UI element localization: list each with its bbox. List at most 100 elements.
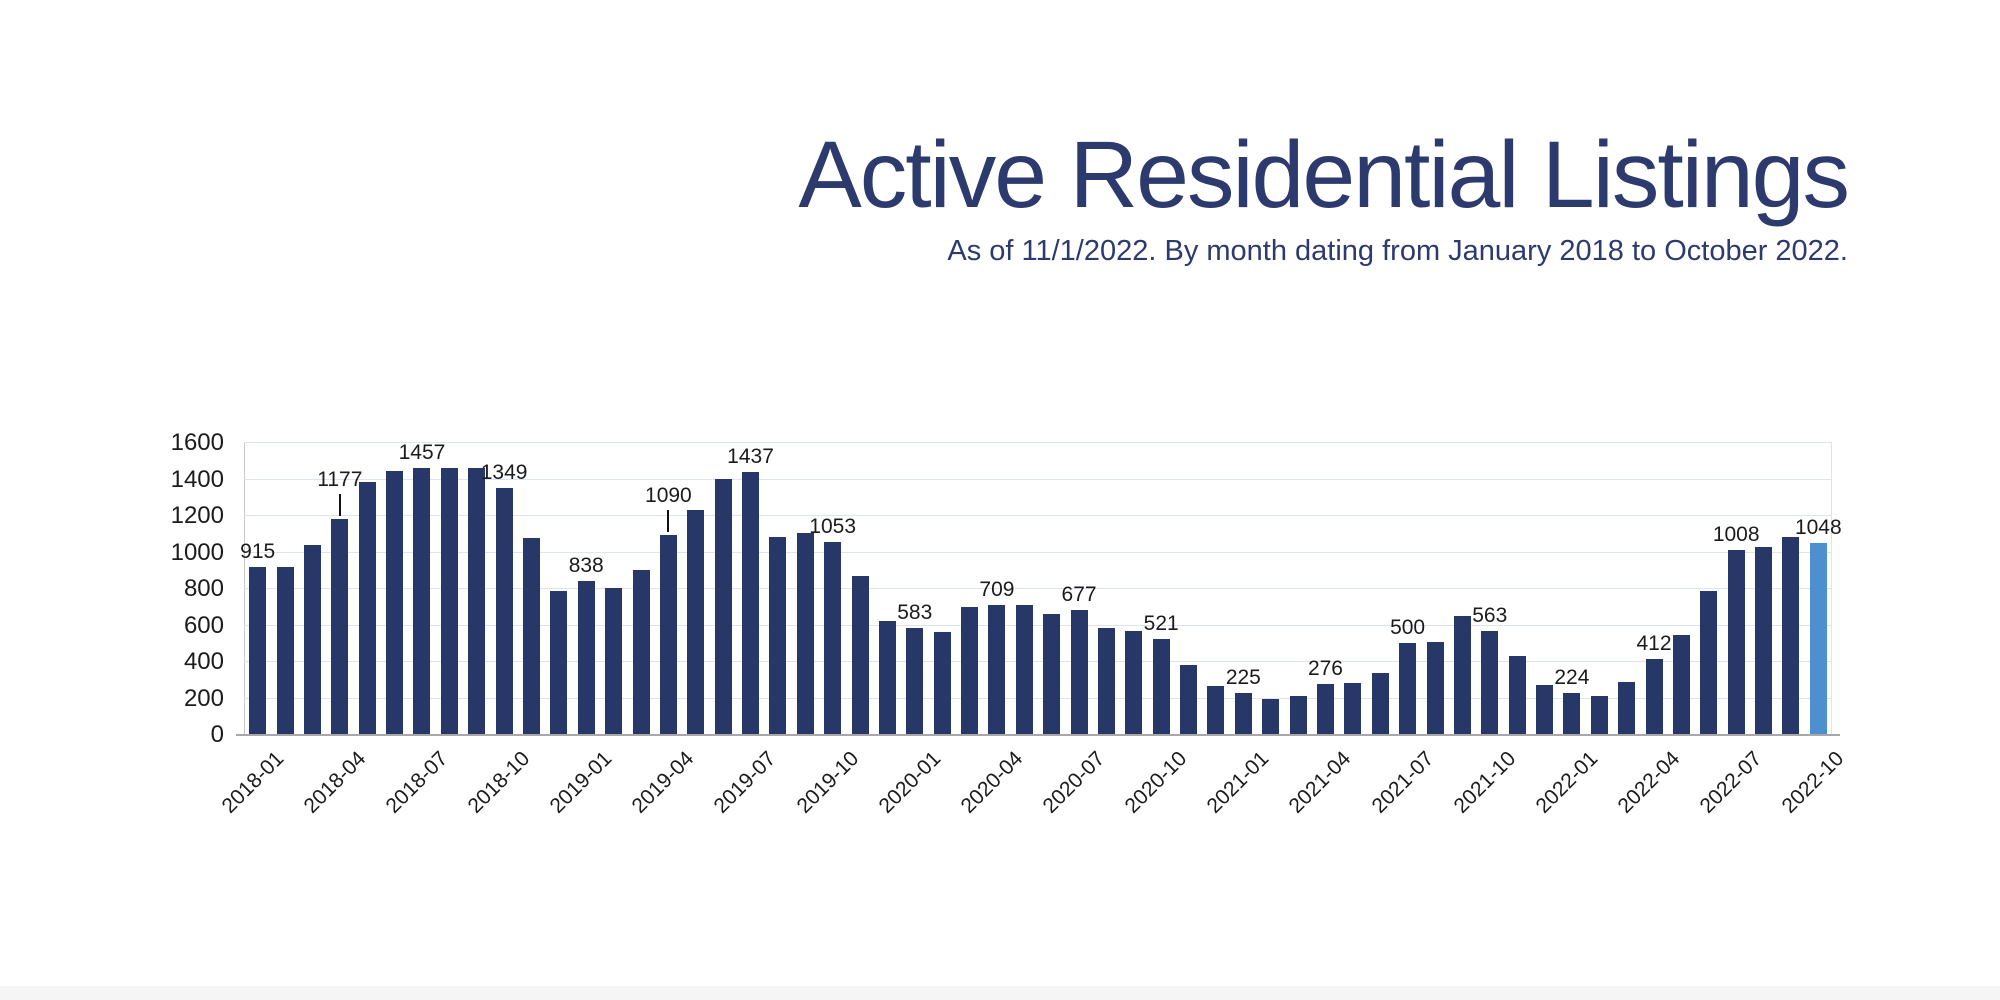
bar-value-label: 276 bbox=[1307, 657, 1343, 680]
bar-2019-05 bbox=[687, 510, 705, 734]
bar-value-label: 1349 bbox=[480, 461, 528, 484]
x-tick-label: 2019-01 bbox=[545, 747, 617, 818]
y-tick-label: 1400 bbox=[170, 465, 224, 493]
gridline bbox=[244, 442, 1832, 443]
y-tick-label: 0 bbox=[210, 721, 224, 748]
bar-2018-11 bbox=[522, 538, 540, 734]
x-tick-label: 2022-10 bbox=[1777, 747, 1849, 818]
bar-2019-04 bbox=[659, 535, 677, 734]
gridline bbox=[244, 551, 1832, 553]
bar-value-label: 1177 bbox=[317, 468, 363, 491]
bar-2019-10 bbox=[824, 542, 842, 734]
y-tick-label: 1000 bbox=[170, 538, 224, 566]
bar-2018-06 bbox=[386, 471, 404, 734]
x-tick-label: 2020-01 bbox=[874, 747, 946, 818]
x-tick-label: 2021-04 bbox=[1284, 747, 1356, 818]
bar-2022-05 bbox=[1672, 635, 1690, 734]
bar-2022-06 bbox=[1700, 591, 1718, 734]
plot-right-border bbox=[1831, 443, 1832, 735]
x-tick-label: 2021-07 bbox=[1367, 747, 1438, 818]
bar-2022-04 bbox=[1645, 659, 1663, 734]
x-tick-label: 2019-10 bbox=[792, 747, 863, 818]
x-tick-label: 2021-01 bbox=[1202, 747, 1274, 818]
bar-2021-09 bbox=[1453, 616, 1471, 734]
y-tick-label: 1200 bbox=[170, 502, 224, 529]
bar-value-label: 1090 bbox=[645, 484, 692, 507]
bar-2021-01 bbox=[1234, 693, 1252, 734]
y-tick-label: 1600 bbox=[170, 429, 224, 456]
bar-2021-10 bbox=[1481, 631, 1499, 734]
bar-2021-04 bbox=[1316, 684, 1334, 734]
x-tick-label: 2018-01 bbox=[217, 747, 288, 818]
bar-2022-07 bbox=[1727, 550, 1745, 734]
bar-value-label: 1048 bbox=[1794, 516, 1842, 539]
bar-value-label: 224 bbox=[1554, 666, 1590, 689]
bar-2018-10 bbox=[495, 488, 513, 734]
bar-value-label: 709 bbox=[979, 578, 1015, 601]
bar-2022-10 bbox=[1809, 543, 1827, 734]
x-tick-label: 2020-10 bbox=[1120, 747, 1192, 818]
x-tick-label: 2020-07 bbox=[1038, 747, 1110, 818]
x-tick-label: 2022-01 bbox=[1531, 747, 1603, 818]
bar-2019-08 bbox=[769, 537, 787, 734]
gridline bbox=[244, 515, 1832, 516]
bar-2019-06 bbox=[714, 479, 732, 734]
bar-2018-12 bbox=[550, 591, 568, 734]
y-tick-label: 200 bbox=[183, 684, 224, 712]
bar-2019-03 bbox=[632, 570, 650, 734]
bar-value-label: 521 bbox=[1143, 612, 1179, 635]
bar-2021-08 bbox=[1426, 642, 1444, 734]
x-tick-label: 2018-10 bbox=[463, 747, 535, 818]
bar-2019-09 bbox=[796, 533, 814, 734]
bar-2020-02 bbox=[933, 632, 951, 734]
gridline bbox=[244, 478, 1832, 480]
label-leader-line bbox=[338, 494, 341, 516]
bar-2018-04 bbox=[331, 519, 349, 734]
bar-2021-05 bbox=[1344, 683, 1362, 734]
bar-2019-11 bbox=[851, 576, 869, 734]
chart-subtitle: As of 11/1/2022. By month dating from Ja… bbox=[947, 235, 1848, 267]
y-tick-label: 600 bbox=[183, 611, 224, 639]
bar-2022-02 bbox=[1590, 696, 1608, 734]
bar-2020-08 bbox=[1097, 628, 1115, 734]
bar-value-label: 915 bbox=[240, 540, 276, 563]
gridline bbox=[244, 624, 1832, 626]
bar-value-label: 412 bbox=[1636, 632, 1672, 655]
bar-2022-01 bbox=[1563, 693, 1581, 734]
x-tick-label: 2018-04 bbox=[299, 747, 371, 818]
bar-value-label: 1008 bbox=[1712, 523, 1760, 546]
bar-2020-07 bbox=[1070, 610, 1088, 734]
bar-2018-08 bbox=[440, 468, 458, 734]
bar-2020-12 bbox=[1207, 686, 1225, 734]
x-tick-label: 2022-07 bbox=[1695, 747, 1767, 818]
bar-2018-07 bbox=[413, 468, 431, 734]
bar-value-label: 500 bbox=[1390, 616, 1426, 639]
bar-2022-08 bbox=[1755, 547, 1773, 734]
cropped-content-strip bbox=[0, 986, 2000, 1000]
y-tick-label: 400 bbox=[183, 648, 224, 675]
bar-2021-07 bbox=[1399, 643, 1417, 734]
bar-value-label: 1053 bbox=[809, 515, 856, 538]
bar-2020-10 bbox=[1152, 639, 1170, 734]
bar-2019-12 bbox=[878, 621, 896, 734]
bar-2018-01 bbox=[249, 567, 267, 734]
gridline bbox=[244, 588, 1832, 589]
bar-2022-09 bbox=[1782, 537, 1800, 734]
bar-value-label: 583 bbox=[897, 601, 933, 624]
bar-2020-11 bbox=[1180, 665, 1198, 734]
bar-2021-02 bbox=[1262, 699, 1280, 734]
bar-2018-09 bbox=[468, 468, 486, 734]
bar-2019-01 bbox=[577, 581, 595, 734]
bar-value-label: 1437 bbox=[727, 445, 774, 468]
x-tick-label: 2018-07 bbox=[381, 747, 453, 818]
bar-2020-01 bbox=[906, 628, 924, 734]
x-tick-label: 2021-10 bbox=[1449, 747, 1521, 818]
x-tick-label: 2019-04 bbox=[627, 747, 699, 818]
bar-2018-03 bbox=[303, 545, 321, 734]
x-tick-label: 2020-04 bbox=[956, 747, 1028, 818]
bar-2021-11 bbox=[1508, 656, 1526, 734]
label-leader-line bbox=[667, 510, 670, 532]
bar-2019-07 bbox=[742, 472, 760, 734]
x-tick-label: 2022-04 bbox=[1613, 747, 1685, 818]
